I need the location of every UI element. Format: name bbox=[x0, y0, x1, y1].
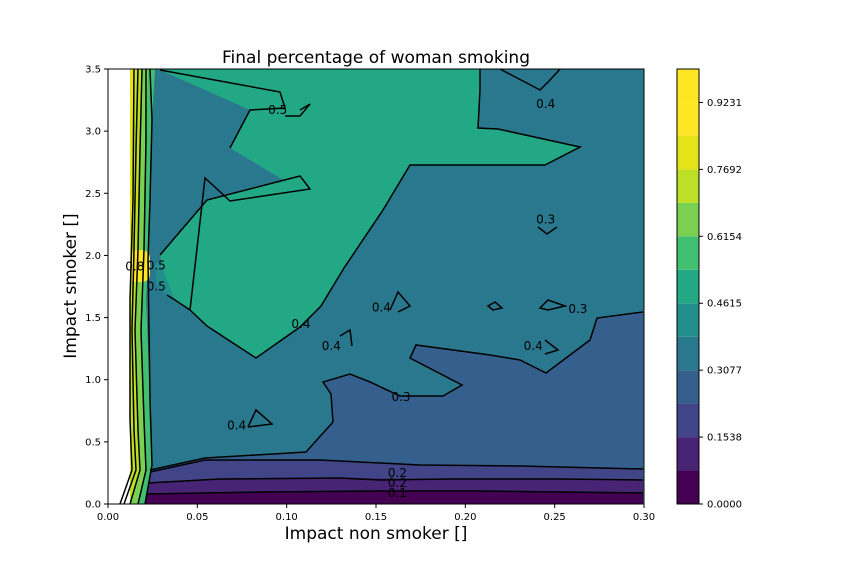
colorbar-tick-label: 0.0000 bbox=[707, 500, 742, 511]
y-axis-label: Impact smoker [] bbox=[61, 213, 81, 358]
contour-line-0.5 bbox=[285, 103, 311, 117]
x-tick-label: 0.30 bbox=[633, 512, 655, 523]
contour-line-high bbox=[129, 69, 143, 504]
colorbar-band bbox=[677, 69, 699, 103]
contour-line-0.4 bbox=[339, 328, 353, 347]
contour-label: 0.5 bbox=[147, 258, 166, 272]
contour-line-0.4 bbox=[166, 294, 191, 311]
colorbar-tick-label: 0.6154 bbox=[707, 232, 742, 243]
y-tick-label: 0.0 bbox=[85, 500, 101, 511]
colorbar-band bbox=[677, 303, 699, 337]
colorbar-band bbox=[677, 169, 699, 203]
y-tick-label: 1.0 bbox=[85, 375, 101, 386]
contour-line-0.3 bbox=[149, 311, 644, 471]
contour-line-0.1 bbox=[145, 490, 644, 495]
colorbar-tick-label: 0.3077 bbox=[707, 366, 742, 377]
contour-line-0.4 bbox=[544, 339, 560, 355]
contour-label: 0.4 bbox=[291, 317, 310, 331]
contour-line-high bbox=[123, 69, 139, 504]
contour-lines bbox=[119, 69, 644, 504]
contour-line-high bbox=[137, 69, 147, 504]
contour-line-0.2 bbox=[149, 459, 644, 473]
x-axis: 0.00 0.05 0.10 0.15 0.20 0.25 0.30 bbox=[97, 504, 655, 523]
x-tick-label: 0.00 bbox=[97, 512, 119, 523]
colorbar-band bbox=[677, 135, 699, 170]
contour-label: 0.5 bbox=[268, 103, 287, 117]
contour-line-0.4 bbox=[389, 290, 412, 313]
y-tick-label: 0.5 bbox=[85, 437, 101, 448]
contour-label: 0.4 bbox=[322, 339, 341, 353]
contour-label: 0.4 bbox=[524, 339, 543, 353]
contour-line-high bbox=[119, 69, 135, 504]
contour-label: 0.1 bbox=[388, 486, 407, 500]
y-tick-label: 2.0 bbox=[85, 251, 101, 262]
y-tick-label: 3.0 bbox=[85, 127, 101, 138]
contour-line-0.4 bbox=[247, 408, 274, 428]
y-tick-label: 3.5 bbox=[85, 65, 101, 76]
contour-label: 0.3 bbox=[391, 390, 410, 404]
y-tick-label: 1.5 bbox=[85, 313, 101, 324]
contour-fills bbox=[108, 69, 644, 504]
contour-line-0.4 bbox=[486, 301, 504, 311]
colorbar: 0.0000 0.1538 0.3077 0.4615 0.6154 0.7692 0.92… bbox=[676, 68, 742, 511]
colorbar-band bbox=[677, 437, 699, 471]
contour-label: 0.4 bbox=[372, 301, 391, 315]
contour-label: 0.2 bbox=[388, 476, 407, 490]
x-tick-label: 0.05 bbox=[186, 512, 208, 523]
colorbar-band bbox=[677, 102, 699, 136]
colorbar-band bbox=[677, 403, 699, 438]
contour-region-left-edge bbox=[108, 69, 130, 504]
x-axis-label: Impact non smoker [] bbox=[285, 524, 468, 544]
contour-region-0.54-0.62 bbox=[150, 69, 580, 358]
contour-line-0.4 bbox=[189, 69, 583, 359]
contour-label: 0.8 bbox=[125, 260, 144, 274]
colorbar-band bbox=[677, 269, 699, 304]
x-tick-label: 0.10 bbox=[276, 512, 298, 523]
contour-label: 0.4 bbox=[227, 419, 246, 433]
contour-label: 0.2 bbox=[388, 466, 407, 480]
chart-title: Final percentage of woman smoking bbox=[222, 48, 530, 68]
contour-line-0.3 bbox=[537, 226, 558, 235]
contour-line-0.4 bbox=[538, 299, 568, 311]
contour-labels: 0.5 0.40.30.40.4 0.30.4 0.40.30.40.20.20.10… bbox=[125, 97, 587, 500]
contour-line-0.5 bbox=[159, 175, 312, 311]
contour-region-0-0.08 bbox=[143, 491, 643, 504]
colorbar-tick-label: 0.1538 bbox=[707, 433, 742, 444]
contour-line-0.2 bbox=[147, 477, 644, 484]
contour-label: 0.3 bbox=[568, 302, 587, 316]
colorbar-band bbox=[677, 470, 699, 504]
x-tick-label: 0.20 bbox=[454, 512, 476, 523]
contour-line-high bbox=[144, 69, 153, 504]
colorbar-tick-label: 0.7692 bbox=[707, 165, 742, 176]
contour-label: 0.5 bbox=[147, 280, 166, 294]
contour-label: 0.3 bbox=[536, 212, 555, 226]
colorbar-band bbox=[677, 236, 699, 270]
colorbar-tick-label: 0.4615 bbox=[707, 299, 742, 310]
x-tick-label: 0.25 bbox=[544, 512, 566, 523]
contour-line-0.5 bbox=[159, 69, 287, 149]
colorbar-frame bbox=[676, 68, 700, 505]
colorbar-tick-label: 0.9231 bbox=[707, 98, 742, 109]
colorbar-band bbox=[677, 370, 699, 404]
contour-label: 0.4 bbox=[536, 97, 555, 111]
y-axis: 0.0 0.5 1.0 1.5 2.0 2.5 3.0 3.5 bbox=[85, 65, 108, 511]
colorbar-band bbox=[677, 336, 699, 371]
y-tick-label: 2.5 bbox=[85, 189, 101, 200]
contour-line-0.4 bbox=[499, 69, 561, 91]
colorbar-band bbox=[677, 202, 699, 237]
x-tick-label: 0.15 bbox=[365, 512, 387, 523]
